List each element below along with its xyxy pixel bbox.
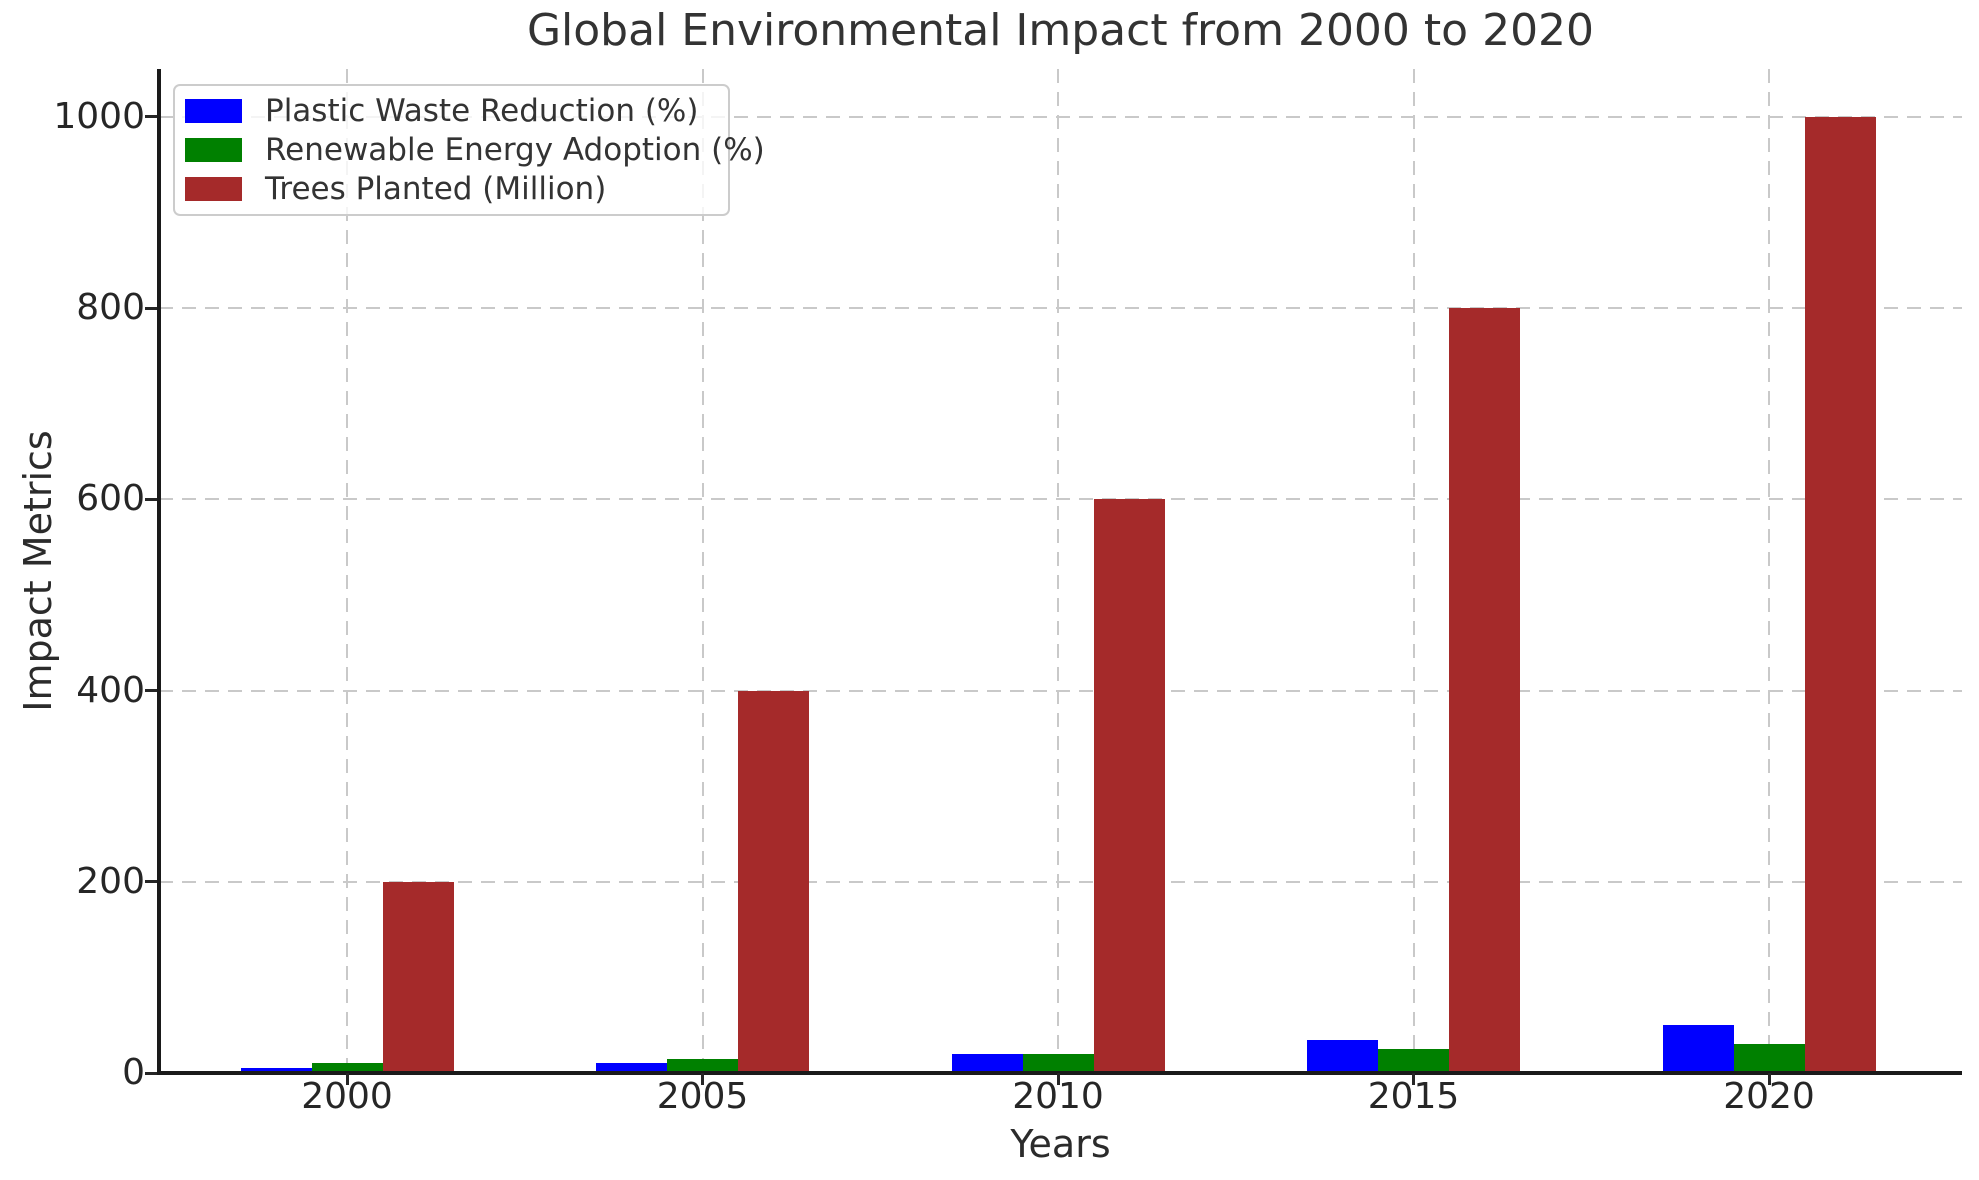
gridline-x-2020 <box>1768 69 1770 1073</box>
bar-trees-planted-million-2000 <box>382 881 454 1073</box>
legend-item-renewable-energy: Renewable Energy Adoption (%) <box>185 130 765 169</box>
x-axis-spine <box>157 1071 1962 1075</box>
gridline-y-800 <box>159 307 1962 310</box>
gridline-y-1000 <box>159 115 1962 118</box>
y-tick-label-0: 0 <box>122 1052 145 1093</box>
y-tick-mark-400 <box>145 689 157 693</box>
legend-item-trees-planted: Trees Planted (Million) <box>185 170 712 209</box>
gridline-x-2000 <box>346 69 348 1073</box>
legend-label: Renewable Energy Adoption (%) <box>265 131 765 168</box>
y-tick-label-1000: 1000 <box>53 95 145 137</box>
bar-renewable-energy-adoption-2000 <box>311 1063 383 1073</box>
y-tick-mark-600 <box>145 497 157 501</box>
bar-plastic-waste-reduction-2020 <box>1662 1025 1734 1073</box>
x-tick-mark-2005 <box>701 1073 704 1085</box>
y-tick-mark-0 <box>145 1071 157 1075</box>
bar-plastic-waste-reduction-2015 <box>1307 1039 1378 1073</box>
plot-area <box>159 69 1962 1073</box>
gridline-x-2015 <box>1412 69 1415 1073</box>
gridline-x-2010 <box>1057 69 1059 1073</box>
bar-renewable-energy-adoption-2005 <box>667 1058 738 1073</box>
x-tick-mark-2010 <box>1056 1073 1060 1085</box>
legend-label: Trees Planted (Million) <box>265 171 607 208</box>
x-tick-mark-2020 <box>1767 1073 1771 1085</box>
x-tick-mark-2015 <box>1412 1073 1415 1085</box>
bar-plastic-waste-reduction-2010 <box>951 1053 1023 1073</box>
bar-trees-planted-million-2020 <box>1804 116 1876 1073</box>
y-tick-label-600: 600 <box>76 478 145 520</box>
bar-renewable-energy-adoption-2020 <box>1733 1044 1805 1073</box>
y-tick-label-400: 400 <box>76 669 145 711</box>
gridline-y-600 <box>159 498 1962 501</box>
gridline-y-400 <box>159 689 1962 692</box>
bar-renewable-energy-adoption-2010 <box>1022 1053 1094 1073</box>
bar-plastic-waste-reduction-2005 <box>596 1063 667 1073</box>
bar-trees-planted-million-2015 <box>1449 308 1520 1073</box>
bar-renewable-energy-adoption-2015 <box>1378 1049 1449 1073</box>
y-tick-label-800: 800 <box>76 287 145 329</box>
legend-swatch-green <box>185 137 242 162</box>
chart-legend: Plastic Waste Reduction (%) Renewable En… <box>173 84 765 216</box>
x-axis-label: Years <box>1010 1122 1111 1166</box>
y-tick-label-200: 200 <box>76 860 145 902</box>
bar-plastic-waste-reduction-2000 <box>240 1068 312 1073</box>
y-tick-mark-800 <box>145 306 157 310</box>
bar-trees-planted-million-2005 <box>738 690 809 1073</box>
legend-swatch-blue <box>185 98 242 123</box>
gridline-x-2005 <box>701 69 704 1073</box>
chart-title: Global Environmental Impact from 2000 to… <box>526 5 1595 56</box>
legend-item-plastic-waste: Plastic Waste Reduction (%) <box>185 91 712 130</box>
gridline-y-200 <box>159 880 1962 883</box>
bar-trees-planted-million-2010 <box>1093 499 1165 1073</box>
y-axis-spine <box>157 69 161 1075</box>
y-tick-mark-200 <box>145 880 157 884</box>
y-tick-mark-1000 <box>145 115 157 119</box>
legend-swatch-brown <box>185 177 242 202</box>
x-tick-mark-2000 <box>345 1073 349 1085</box>
legend-label: Plastic Waste Reduction (%) <box>265 92 699 129</box>
